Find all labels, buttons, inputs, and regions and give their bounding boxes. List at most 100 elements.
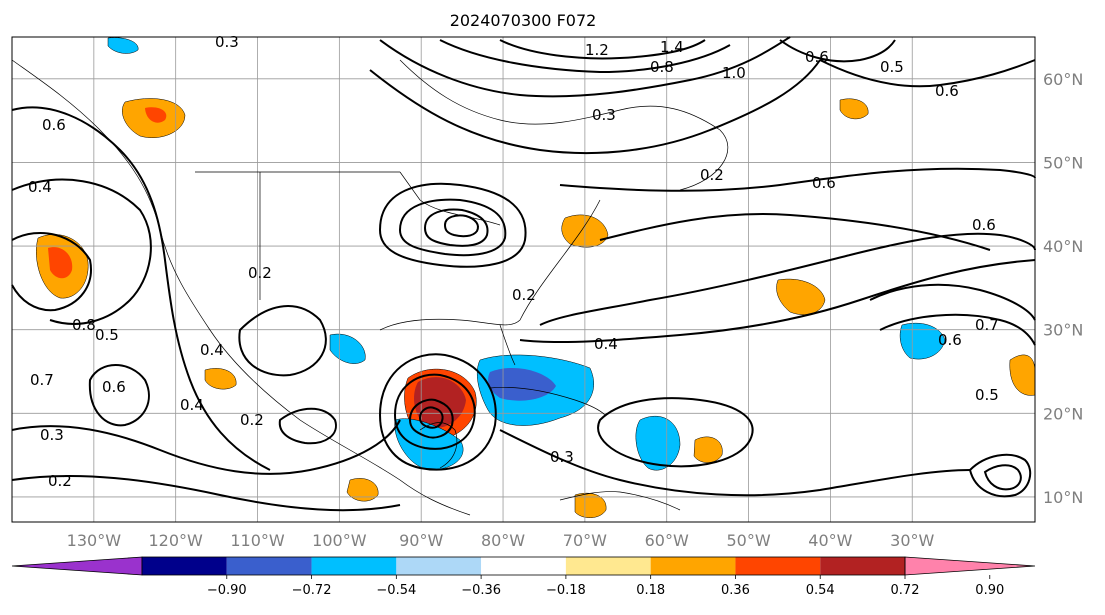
contour-line: [539, 232, 1036, 326]
contour-line: [819, 59, 1036, 88]
lon-tick-label: 50°W: [726, 531, 770, 550]
contour-line: [238, 305, 327, 377]
contour-label: 0.5: [975, 386, 999, 404]
contour-line: [597, 397, 754, 468]
warm-anomaly-alaska-core: [145, 107, 167, 123]
lat-tick-label: 50°N: [1043, 153, 1083, 172]
colorbar-label: 0.54: [806, 583, 835, 598]
colorbar-frame: [141, 556, 906, 576]
warm-anomaly-subtropic: [693, 436, 723, 463]
contour-line: [11, 419, 401, 475]
contour-label: 0.6: [935, 82, 959, 100]
contour-line: [418, 406, 444, 429]
contour-line: [968, 453, 1032, 498]
lon-tick-label: 90°W: [399, 531, 443, 550]
contour-line: [378, 182, 527, 268]
colorbar-label: −0.72: [292, 583, 332, 598]
contour-label: 0.6: [102, 378, 126, 396]
contour-line: [499, 429, 971, 497]
colorbar-extend-high: [904, 556, 1036, 576]
us-border: [195, 171, 501, 300]
lat-tick-label: 10°N: [1043, 488, 1083, 507]
contour-label: 0.2: [700, 166, 724, 184]
colorbar-segment: [142, 557, 227, 575]
contour-line: [378, 353, 497, 471]
colorbar-label: −0.18: [546, 583, 586, 598]
contour-line: [439, 39, 731, 74]
colorbar-segment: [226, 557, 312, 575]
cuba: [489, 386, 606, 416]
contour-label: 1.4: [660, 38, 684, 56]
colorbar-label: 0.18: [636, 583, 665, 598]
florida: [499, 324, 516, 366]
contour-label: 0.3: [215, 33, 239, 51]
contour-line: [11, 178, 152, 325]
south-america: [559, 491, 681, 511]
colorbar-label: 0.90: [975, 583, 1004, 598]
colorbar-segment: [311, 557, 397, 575]
contour-line: [983, 464, 1022, 491]
cold-anomaly-mexico-west: [329, 333, 366, 364]
lon-tick-label: 30°W: [890, 531, 934, 550]
contour-lines: [11, 36, 1036, 512]
colorbar: −0.90 −0.72 −0.54 −0.36 −0.18 0.18 0.36 0.54 0.7…: [11, 556, 1036, 598]
contour-label: 0.3: [550, 448, 574, 466]
colorbar-segment: [565, 557, 651, 575]
chart-title: 2024070300 F072: [450, 11, 597, 30]
cold-anomaly-northwest: [107, 37, 139, 54]
lon-tick-label: 40°W: [808, 531, 852, 550]
contour-label: 0.6: [42, 116, 66, 134]
yucatan: [419, 422, 458, 469]
cold-anomaly-antilles: [635, 415, 681, 471]
contour-line: [398, 198, 507, 257]
contour-label: 0.6: [972, 216, 996, 234]
canada-coast: [399, 59, 729, 191]
colorbar-segment: [650, 557, 736, 575]
contour-line: [369, 59, 821, 155]
lon-tick-label: 70°W: [563, 531, 607, 550]
colorbar-label: 0.36: [721, 583, 750, 598]
contour-line: [519, 259, 1036, 344]
contour-line: [379, 36, 791, 98]
contour-labels: 0.3 1.2 1.4 0.8 1.0 0.6 0.5 0.6 0.6 0.4 …: [28, 33, 999, 490]
lon-tick-label: 120°W: [149, 531, 204, 550]
colorbar-label: −0.54: [376, 583, 416, 598]
warm-anomaly-pacific-core: [48, 247, 73, 279]
contour-label: 0.4: [180, 396, 204, 414]
contour-line: [869, 283, 1036, 321]
contour-line: [423, 208, 489, 247]
map-panel: 0.3 1.2 1.4 0.8 1.0 0.6 0.5 0.6 0.6 0.4 …: [11, 33, 1036, 523]
contour-label: 0.3: [40, 426, 64, 444]
colorbar-segment: [735, 557, 821, 575]
cold-anomaly-mexico: [394, 418, 464, 471]
lon-tick-label: 100°W: [312, 531, 367, 550]
contour-line: [11, 106, 271, 471]
contour-line: [11, 231, 92, 312]
warm-anomaly-azores: [839, 98, 869, 120]
contour-label: 1.2: [585, 41, 609, 59]
lon-tick-label: 130°W: [67, 531, 122, 550]
north-america-west-coast: [11, 59, 471, 516]
cold-anomaly-caribbean-core: [488, 367, 556, 401]
lon-tick-label: 110°W: [230, 531, 285, 550]
contour-label: 0.5: [95, 326, 119, 344]
longitude-axis: 130°W 120°W 110°W 100°W 90°W 80°W 70°W 60°W 50°W…: [67, 531, 935, 550]
contour-label: 0.2: [240, 411, 264, 429]
contour-label: 0.3: [592, 106, 616, 124]
contour-label: 1.0: [722, 64, 746, 82]
lat-tick-label: 30°N: [1043, 321, 1083, 340]
lat-tick-label: 60°N: [1043, 70, 1083, 89]
contour-label: 0.4: [28, 178, 52, 196]
lat-tick-label: 20°N: [1043, 404, 1083, 423]
contour-line: [408, 398, 454, 439]
contour-label: 0.8: [650, 58, 674, 76]
gulf-coast: [379, 199, 601, 331]
coastlines: [11, 59, 729, 516]
lon-tick-label: 80°W: [481, 531, 525, 550]
contour-label: 0.4: [200, 341, 224, 359]
contour-label: 0.6: [805, 48, 829, 66]
contour-line: [879, 313, 1036, 346]
latitude-axis: 60°N 50°N 40°N 30°N 20°N 10°N: [1043, 70, 1083, 507]
colorbar-label: −0.90: [207, 583, 247, 598]
